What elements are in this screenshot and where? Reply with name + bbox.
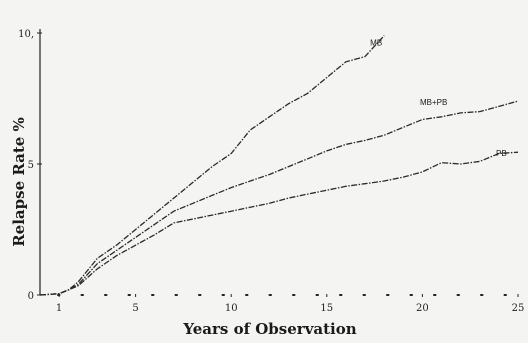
x-tick-label: 15	[320, 303, 333, 314]
x-axis-title: Years of Observation	[182, 320, 356, 338]
series-line-pb	[39, 151, 519, 296]
axes	[39, 29, 519, 296]
y-ticks: 0 5 10,	[18, 29, 42, 302]
series-label-mb-pb: MB+PB	[420, 98, 447, 107]
series-labels: MB MB+PB PB	[370, 39, 507, 159]
x-tick-label: 25	[512, 303, 525, 314]
series-lines	[39, 35, 519, 296]
y-tick-label: 10,	[18, 29, 34, 40]
x-tick-label: 1	[56, 303, 62, 314]
y-tick-label: 5	[28, 160, 34, 171]
series-label-pb: PB	[496, 149, 507, 158]
x-tick-label: 10	[225, 303, 238, 314]
series-label-mb: MB	[370, 39, 382, 48]
x-tick-label: 5	[132, 303, 138, 314]
series-line-mb	[39, 35, 385, 296]
series-line-mb-pb	[39, 100, 519, 296]
y-axis-title: Relapse Rate %	[10, 117, 28, 247]
x-ticks: 1 5 10 15 20 25	[56, 294, 524, 314]
x-tick-label: 20	[416, 303, 429, 314]
y-tick-label: 0	[28, 291, 34, 302]
